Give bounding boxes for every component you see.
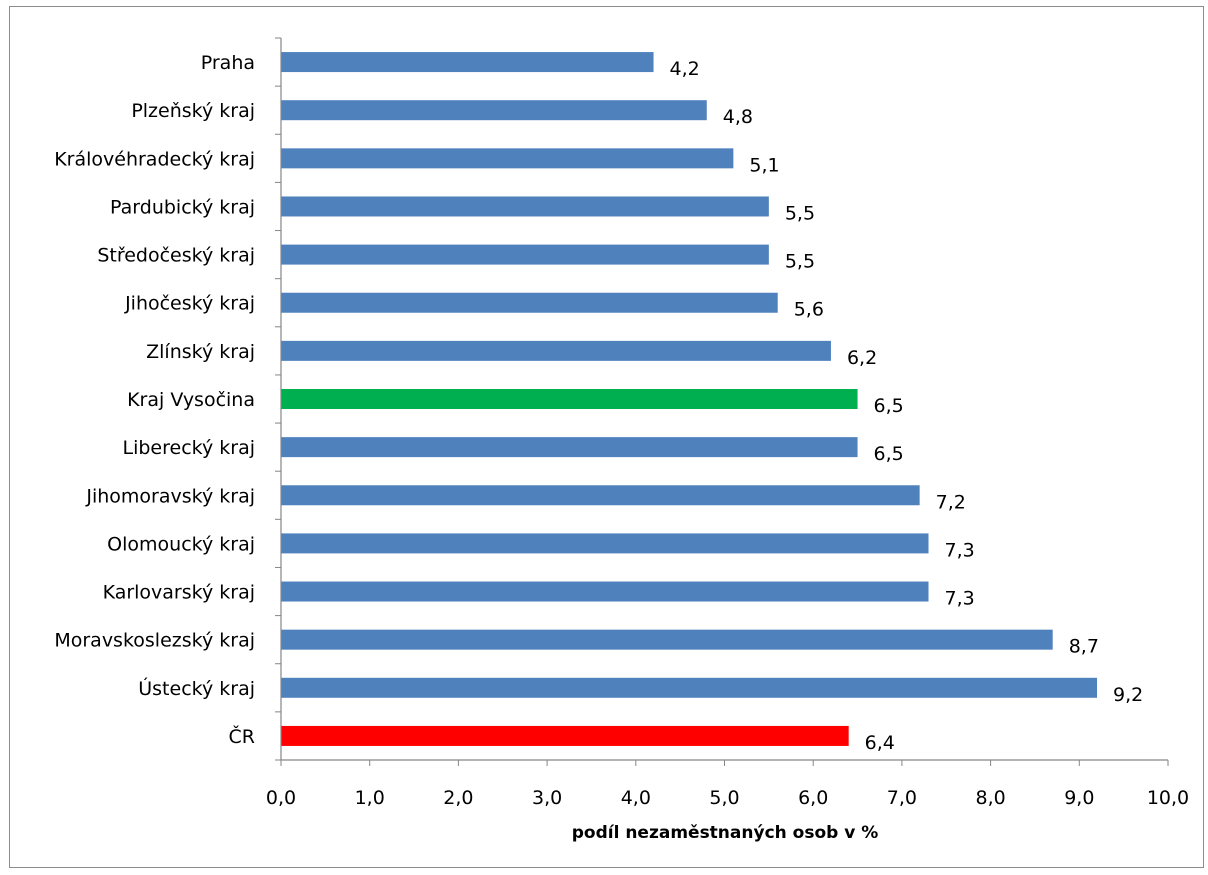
x-tick-label: 1,0 bbox=[355, 787, 385, 809]
category-label: Moravskoslezský kraj bbox=[54, 630, 255, 652]
bars-group bbox=[281, 52, 1098, 746]
data-label: 9,2 bbox=[1113, 684, 1143, 706]
category-label: Plzeňský kraj bbox=[131, 100, 255, 122]
data-label: 5,5 bbox=[785, 251, 815, 273]
data-label: 8,7 bbox=[1069, 636, 1099, 658]
category-label: Pardubický kraj bbox=[110, 196, 255, 218]
x-tick-label: 10,0 bbox=[1147, 787, 1189, 809]
x-tick-label: 3,0 bbox=[532, 787, 562, 809]
category-label: Olomoucký kraj bbox=[107, 533, 255, 555]
category-label: Jihomoravský kraj bbox=[85, 485, 255, 507]
bar-11 bbox=[281, 581, 929, 602]
data-label: 7,2 bbox=[936, 491, 966, 513]
x-tick-label: 7,0 bbox=[887, 787, 917, 809]
category-label: Kraj Vysočina bbox=[127, 389, 255, 411]
x-tick-label: 5,0 bbox=[709, 787, 739, 809]
bar-1 bbox=[281, 100, 707, 121]
data-label: 6,5 bbox=[874, 395, 904, 417]
x-tick-label: 6,0 bbox=[798, 787, 828, 809]
data-label: 6,5 bbox=[874, 443, 904, 465]
data-label: 5,5 bbox=[785, 202, 815, 224]
bar-7 bbox=[281, 389, 858, 409]
category-labels-group: Praha Plzeňský kraj Královéhradecký kraj Pa… bbox=[54, 52, 255, 748]
bar-13 bbox=[281, 677, 1098, 698]
bar-2 bbox=[281, 148, 734, 169]
category-label: Středočeský kraj bbox=[97, 245, 255, 267]
x-tick-label: 8,0 bbox=[975, 787, 1005, 809]
bar-9 bbox=[281, 485, 920, 506]
tick-labels-group: 0,0 1,0 2,0 3,0 4,0 5,0 6,0 7,0 8,0 9,0 10,0 bbox=[266, 787, 1189, 809]
bar-3 bbox=[281, 196, 769, 217]
x-tick-label: 2,0 bbox=[443, 787, 473, 809]
category-label: Liberecký kraj bbox=[123, 437, 256, 459]
x-tick-label: 0,0 bbox=[266, 787, 296, 809]
bar-8 bbox=[281, 437, 858, 458]
bar-12 bbox=[281, 629, 1053, 650]
bar-14 bbox=[281, 725, 849, 746]
data-label: 4,2 bbox=[670, 58, 700, 80]
category-label: ČR bbox=[229, 724, 255, 748]
data-label: 7,3 bbox=[945, 588, 975, 610]
bar-6 bbox=[281, 340, 831, 361]
category-label: Karlovarský kraj bbox=[103, 582, 255, 604]
x-tick-label: 9,0 bbox=[1064, 787, 1094, 809]
category-label: Ústecký kraj bbox=[138, 676, 255, 700]
data-label: 5,1 bbox=[749, 154, 779, 176]
data-label: 5,6 bbox=[794, 299, 824, 321]
category-label: Zlínský kraj bbox=[146, 341, 255, 363]
x-axis-title: podíl nezaměstnaných osob v % bbox=[572, 823, 879, 843]
value-labels-group: 4,2 4,8 5,1 5,5 5,5 5,6 6,2 6,5 6,5 7,2 7,3 7,3 8,7 9… bbox=[670, 58, 1144, 754]
category-label: Praha bbox=[201, 52, 255, 74]
bar-10 bbox=[281, 533, 929, 554]
category-label: Jihočeský kraj bbox=[124, 293, 255, 315]
data-label: 6,4 bbox=[865, 732, 895, 754]
data-label: 7,3 bbox=[945, 539, 975, 561]
bar-0 bbox=[281, 52, 654, 73]
data-label: 4,8 bbox=[723, 106, 753, 128]
x-tick-label: 4,0 bbox=[621, 787, 651, 809]
category-label: Královéhradecký kraj bbox=[54, 148, 255, 170]
bar-4 bbox=[281, 244, 769, 265]
axes-group bbox=[275, 37, 1169, 766]
bar-5 bbox=[281, 292, 778, 313]
data-label: 6,2 bbox=[847, 347, 877, 369]
